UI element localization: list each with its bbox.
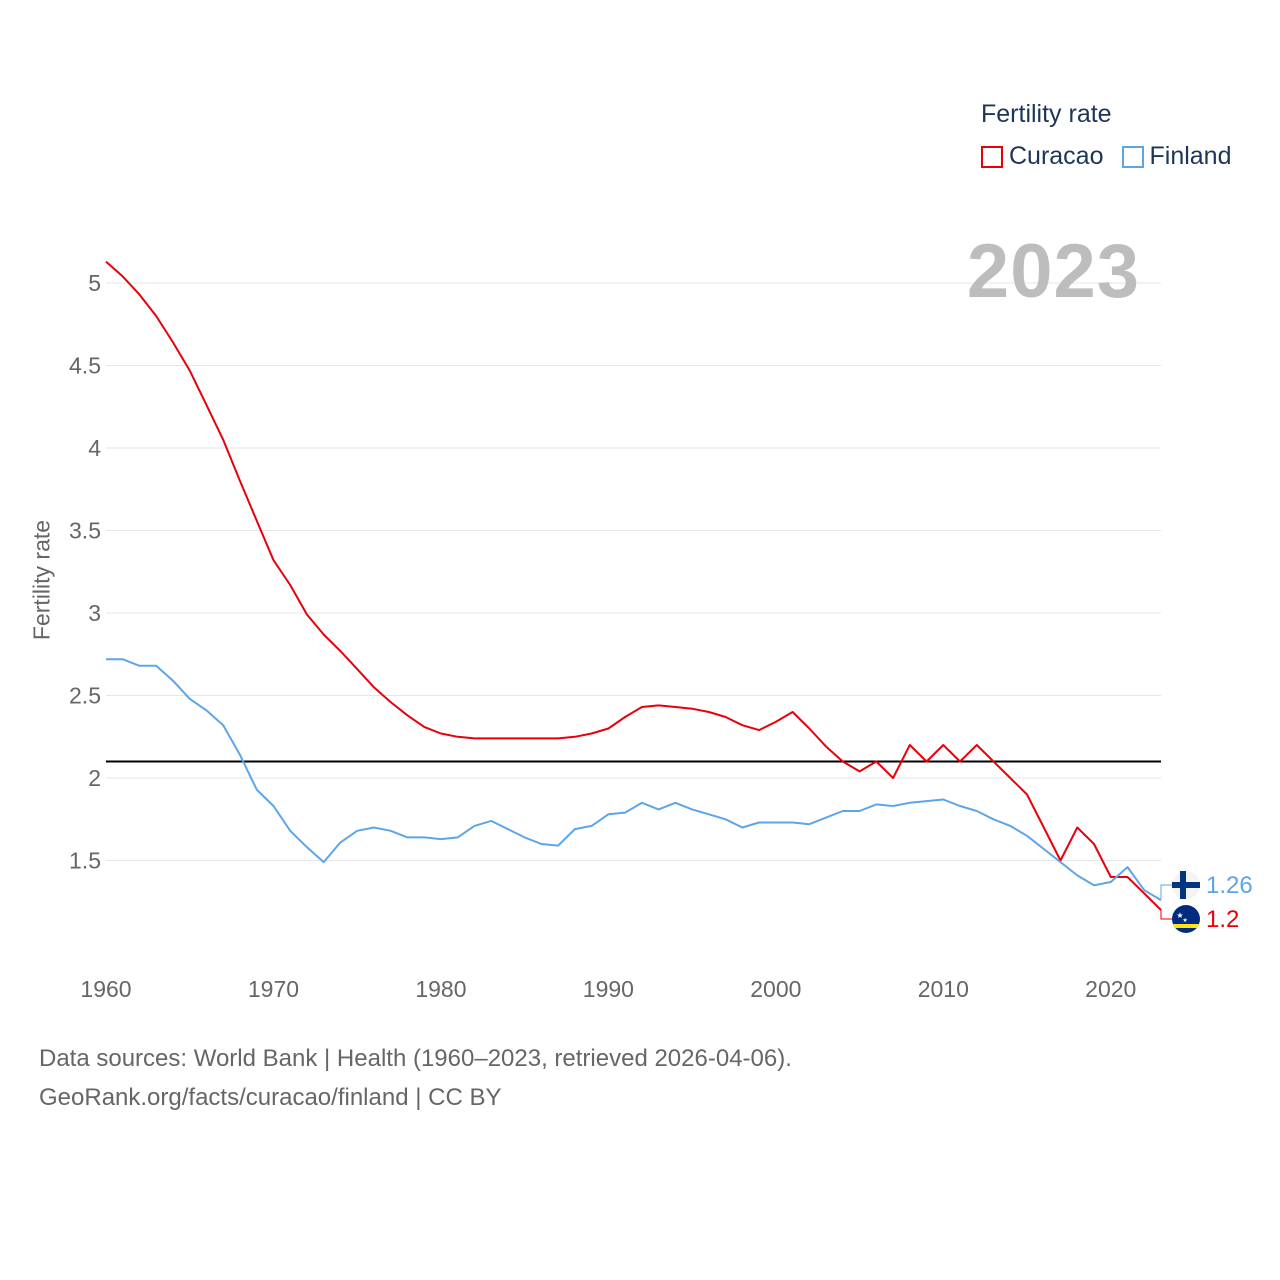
footer-attribution: GeoRank.org/facts/curacao/finland | CC B…	[39, 1084, 502, 1111]
series-line-finland	[106, 658, 1162, 901]
legend-label-finland: Finland	[1149, 142, 1232, 170]
x-tick-label: 2020	[1085, 976, 1136, 1002]
y-axis-ticks: 1.5 2 2.5 3 3.5 4 4.5 5	[69, 270, 101, 874]
y-tick-label: 3	[88, 600, 101, 626]
footer-sources: Data sources: World Bank | Health (1960–…	[39, 1045, 792, 1072]
legend-title: Fertility rate	[981, 100, 1112, 128]
y-tick-label: 3.5	[69, 518, 101, 544]
y-tick-label: 5	[88, 270, 101, 296]
finland-flag-icon	[1172, 871, 1200, 899]
x-tick-label: 1990	[583, 976, 634, 1002]
x-tick-label: 1980	[415, 976, 466, 1002]
y-axis-label: Fertility rate	[28, 519, 55, 641]
y-tick-label: 4	[88, 435, 101, 461]
legend-swatch-finland	[1121, 145, 1144, 168]
grid-lines	[106, 282, 1161, 861]
y-tick-label: 4.5	[69, 353, 101, 379]
y-tick-label: 2.5	[69, 683, 101, 709]
end-label-curacao: 1.2	[1206, 906, 1239, 933]
x-tick-label: 1960	[80, 976, 131, 1002]
legend-item-finland[interactable]: Finland	[1121, 142, 1232, 171]
svg-text:★: ★	[1176, 911, 1183, 920]
legend: Curacao Finland	[981, 142, 1250, 171]
x-tick-label: 2010	[918, 976, 969, 1002]
curacao-flag-icon: ★ ★	[1172, 905, 1200, 933]
legend-label-curacao: Curacao	[1009, 142, 1104, 170]
end-markers: ★ ★ 1.2 1.26	[1160, 871, 1253, 933]
year-label: 2023	[966, 229, 1140, 314]
series-line-curacao	[105, 260, 1162, 911]
connector-finland	[1160, 884, 1172, 901]
y-tick-label: 1.5	[69, 848, 101, 874]
x-tick-label: 1970	[248, 976, 299, 1002]
svg-text:★: ★	[1182, 917, 1187, 924]
connector-curacao	[1160, 910, 1172, 920]
series-lines	[105, 260, 1162, 911]
x-tick-label: 2000	[750, 976, 801, 1002]
x-axis-ticks: 1960 1970 1980 1990 2000 2010 2020	[80, 976, 1136, 1002]
end-label-finland: 1.26	[1206, 872, 1253, 899]
legend-swatch-curacao	[981, 145, 1003, 168]
legend-item-curacao[interactable]: Curacao	[981, 142, 1104, 171]
y-tick-label: 2	[88, 765, 101, 791]
